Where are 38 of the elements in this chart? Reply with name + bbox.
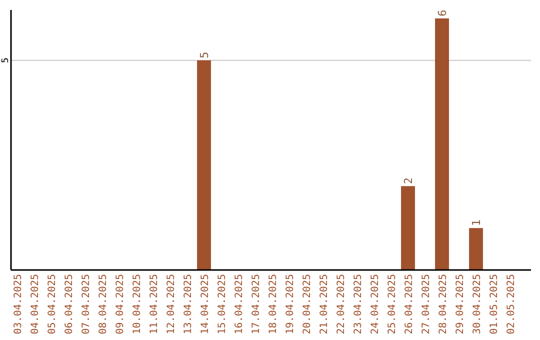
x-tick-label: 16.04.2025 [234,274,245,334]
x-tick-label: 17.04.2025 [251,274,262,334]
x-tick-label: 29.04.2025 [455,274,466,334]
x-tick-label: 19.04.2025 [285,274,296,334]
data-label: 1 [470,219,483,226]
bar [401,186,415,270]
x-tick-label: 18.04.2025 [268,274,279,334]
x-tick-label: 23.04.2025 [353,274,364,334]
bar [469,228,483,270]
x-tick-label: 01.05.2025 [489,274,500,334]
x-tick-label: 05.04.2025 [47,274,58,334]
x-tick-label: 09.04.2025 [115,274,126,334]
x-tick-label: 15.04.2025 [217,274,228,334]
x-tick-label: 14.04.2025 [200,274,211,334]
x-tick-label: 02.05.2025 [506,274,517,334]
x-tick-label: 27.04.2025 [421,274,432,334]
bar [435,18,449,270]
x-tick-label: 12.04.2025 [166,274,177,334]
x-tick-label: 30.04.2025 [472,274,483,334]
x-tick-label: 08.04.2025 [98,274,109,334]
x-tick-label: 11.04.2025 [149,274,160,334]
x-tick-label: 28.04.2025 [438,274,449,334]
x-tick-label: 21.04.2025 [319,274,330,334]
x-tick-label: 13.04.2025 [183,274,194,334]
data-label: 5 [198,52,211,58]
data-label: 6 [436,10,449,16]
x-tick-label: 24.04.2025 [370,274,381,334]
x-tick-label: 04.04.2025 [30,274,41,334]
x-tick-label: 03.04.2025 [13,274,24,334]
x-tick-label: 25.04.2025 [387,274,398,334]
x-tick-label: 06.04.2025 [64,274,75,334]
x-tick-label: 22.04.2025 [336,274,347,334]
x-tick-label: 26.04.2025 [404,274,415,334]
x-tick-label: 20.04.2025 [302,274,313,334]
x-tick-label: 10.04.2025 [132,274,143,334]
bar [197,60,211,270]
x-tick-label: 07.04.2025 [81,274,92,334]
data-label: 2 [402,178,415,184]
